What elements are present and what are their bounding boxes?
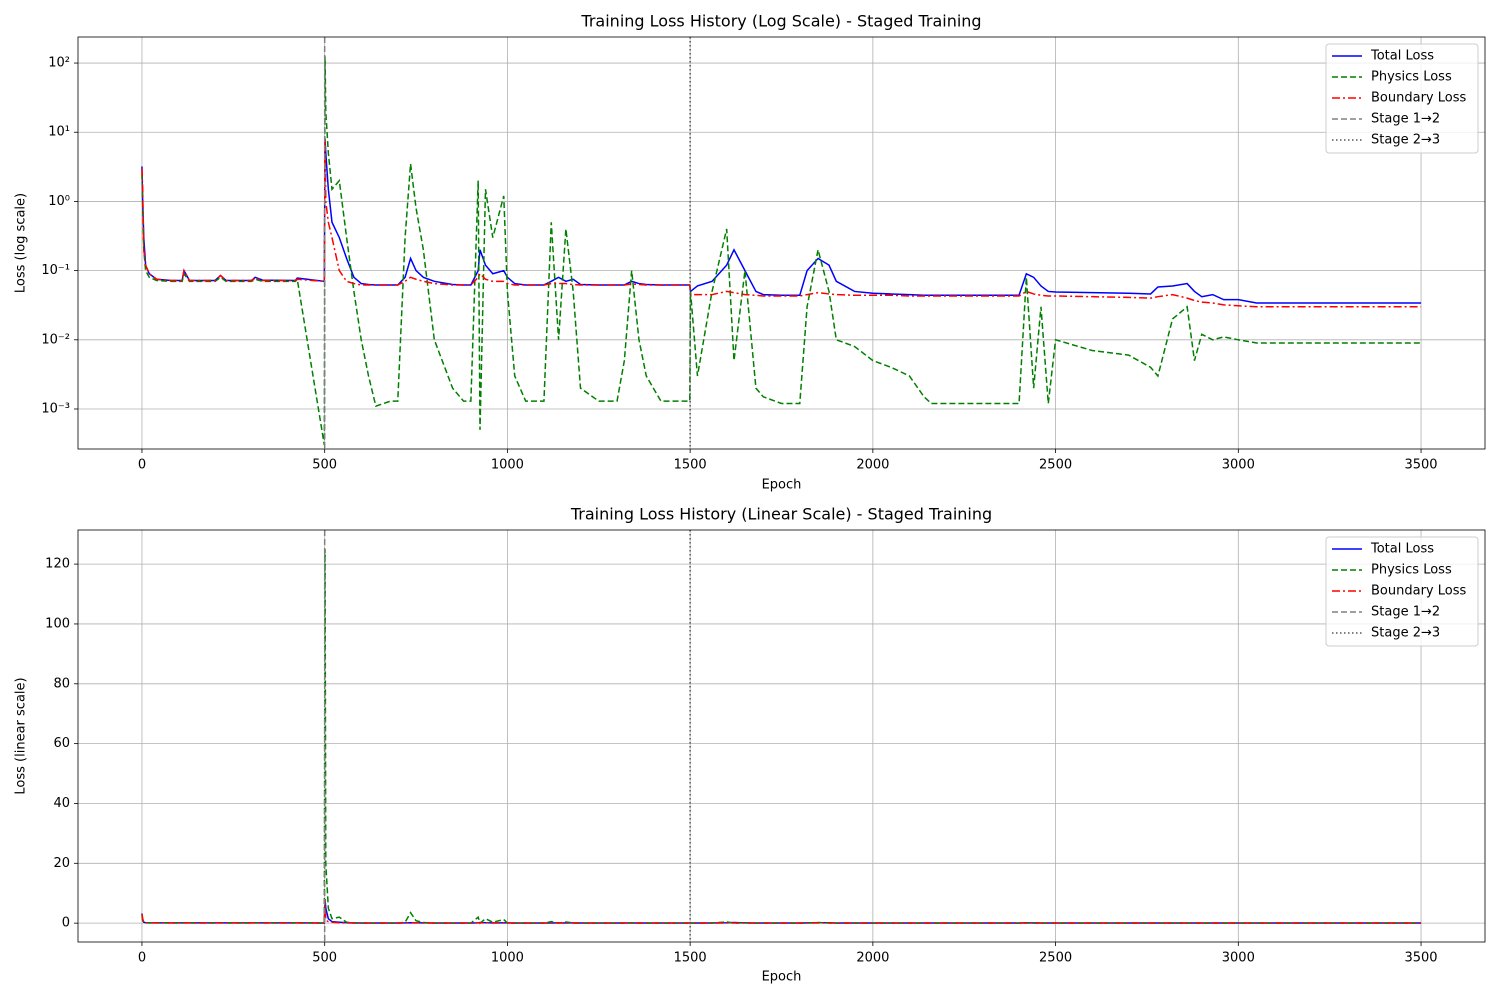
legend-label: Boundary Loss: [1371, 584, 1466, 599]
x-tick-label: 0: [138, 951, 146, 966]
subplot: 0 500 1000 1500 2000 2500 3000 3500 10⁻³ 10⁻² 10⁻¹…: [14, 12, 1486, 493]
x-tick-label: 2000: [856, 951, 889, 966]
y-tick-label: 40: [53, 796, 70, 811]
x-tick-label: 2000: [856, 458, 889, 473]
x-tick-label: 3500: [1404, 458, 1437, 473]
chart-title: Training Loss History (Log Scale) - Stag…: [580, 12, 981, 31]
y-tick-label: 120: [45, 557, 70, 572]
y-tick-label: 10⁻¹: [41, 263, 70, 278]
legend-label: Physics Loss: [1371, 70, 1452, 85]
y-axis-label: Loss (log scale): [14, 193, 29, 293]
x-tick-label: 500: [312, 951, 337, 966]
y-tick-label: 20: [53, 856, 70, 871]
legend-label: Boundary Loss: [1371, 91, 1466, 106]
legend: Total Loss Physics Loss Boundary Loss Stage…: [1325, 43, 1479, 154]
x-tick-label: 3000: [1222, 458, 1255, 473]
x-tick-label: 3000: [1222, 951, 1255, 966]
x-tick-label: 3500: [1404, 951, 1437, 966]
y-tick-label: 80: [53, 676, 70, 691]
y-tick-label: 10¹: [48, 125, 70, 140]
x-tick-label: 500: [312, 458, 337, 473]
x-axis-label: Epoch: [762, 970, 802, 985]
y-tick-label: 10²: [48, 56, 70, 71]
plot-area: [141, 530, 1422, 942]
y-axis-label: Loss (linear scale): [14, 677, 29, 794]
x-tick-label: 2500: [1039, 951, 1072, 966]
y-tick-label: 0: [62, 916, 70, 931]
legend-label: Total Loss: [1370, 49, 1434, 64]
chart-title: Training Loss History (Linear Scale) - S…: [570, 505, 992, 524]
x-tick-label: 1500: [674, 951, 707, 966]
loss-line: [141, 138, 1422, 304]
x-tick-label: 1000: [491, 458, 524, 473]
y-tick-label: 10⁻²: [41, 332, 70, 347]
x-axis-label: Epoch: [762, 478, 802, 493]
legend-box: [1325, 43, 1479, 154]
y-tick-label: 10⁰: [48, 194, 70, 209]
y-tick-label: 60: [53, 736, 70, 751]
legend-label: Stage 1→2: [1371, 605, 1440, 620]
axes-frame: [77, 529, 1486, 943]
plot-area: [141, 37, 1422, 449]
legend: Total Loss Physics Loss Boundary Loss Stage…: [1325, 536, 1479, 647]
axes-frame: [77, 36, 1486, 450]
legend-label: Physics Loss: [1371, 563, 1452, 578]
y-tick-label: 10⁻³: [41, 401, 70, 416]
legend-label: Stage 2→3: [1371, 133, 1440, 148]
x-tick-label: 0: [138, 458, 146, 473]
legend-label: Total Loss: [1370, 542, 1434, 557]
x-tick-label: 2500: [1039, 458, 1072, 473]
loss-line: [141, 899, 1422, 924]
legend-box: [1325, 536, 1479, 647]
loss-line: [141, 56, 1422, 446]
loss-line: [141, 899, 1422, 924]
y-tick-label: 100: [45, 616, 70, 631]
loss-line: [141, 138, 1422, 308]
legend-label: Stage 2→3: [1371, 626, 1440, 641]
loss-line: [141, 549, 1422, 925]
x-tick-label: 1500: [674, 458, 707, 473]
x-tick-label: 1000: [491, 951, 524, 966]
legend-label: Stage 1→2: [1371, 112, 1440, 127]
subplot: 0 500 1000 1500 2000 2500 3000 3500 0 20 40 60 80 100…: [14, 505, 1486, 985]
